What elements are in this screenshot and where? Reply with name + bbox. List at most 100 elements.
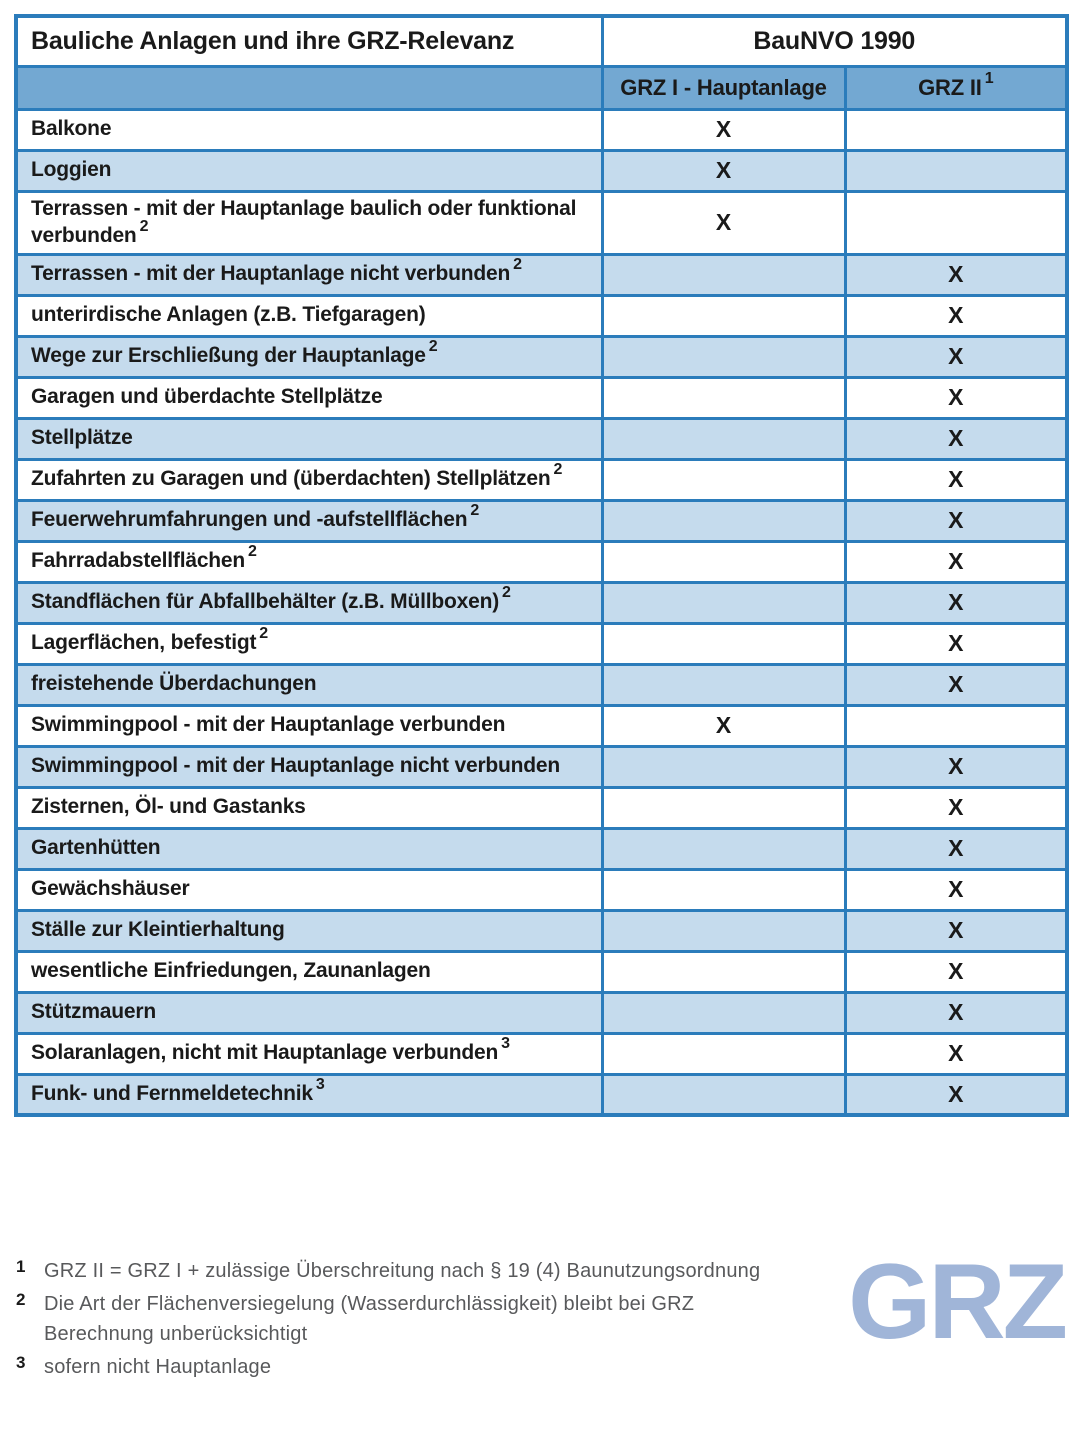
grz1-mark-cell: X [600,703,847,748]
row-label-cell: Wege zur Erschließung der Hauptanlage 2 [14,334,604,379]
row-footnote-ref: 3 [315,1076,325,1094]
row-label-cell: unterirdische Anlagen (z.B. Tiefgaragen) [14,293,604,338]
grz2-mark-cell: X [843,375,1069,420]
row-label: Fahrradabstellflächen [31,549,246,573]
row-label: Standflächen für Abfallbehälter (z.B. Mü… [31,590,499,614]
grz1-mark-cell [600,662,847,707]
row-label-cell: Gartenhütten [14,826,604,871]
grz1-mark-cell [600,539,847,584]
table-row: Zisternen, Öl- und Gastanks X [14,785,1069,830]
row-label: Ställe zur Kleintierhaltung [31,918,285,942]
row-label: Stellplätze [31,426,133,450]
row-label: Zufahrten zu Garagen und (überdachten) S… [31,467,551,491]
grz1-mark-cell [600,826,847,871]
row-label-cell: Stützmauern [14,990,604,1035]
row-label-cell: Funk- und Fernmeldetechnik 3 [14,1072,604,1117]
table-row: freistehende Überdachungen X [14,662,1069,707]
row-label: wesentliche Einfriedungen, Zaunanlagen [31,959,431,983]
row-label: Gewächshäuser [31,877,190,901]
footnote: 2 Die Art der Flächenversiegelung (Wasse… [16,1289,794,1349]
grz1-mark-cell [600,334,847,379]
row-footnote-ref: 2 [502,584,511,602]
table-row: Lagerflächen, befestigt 2 X [14,621,1069,666]
row-footnote-ref: 2 [428,338,438,356]
row-label: Balkone [31,117,112,141]
row-label: Gartenhütten [31,836,161,860]
column-header-row: GRZ I - Hauptanlage GRZ II 1 [14,64,1069,111]
grz2-mark-cell: X [843,457,1069,502]
grz2-mark-cell: X [843,252,1069,297]
grz1-mark-cell [600,1072,847,1117]
footnote-text: GRZ II = GRZ I + zulässige Überschreitun… [44,1260,761,1282]
footnotes-block: 1 GRZ II = GRZ I + zulässige Überschreit… [16,1256,794,1385]
table-row: Zufahrten zu Garagen und (überdachten) S… [14,457,1069,502]
grz2-mark-cell: X [843,580,1069,625]
col-header-grz1: GRZ I - Hauptanlage [600,64,847,111]
grz2-mark-cell: X [843,867,1069,912]
group-header-baunvo: BauNVO 1990 [600,14,1069,68]
grz2-mark-cell [843,107,1069,152]
grz2-mark-cell: X [843,498,1069,543]
grz2-mark-cell: X [843,1072,1069,1117]
row-label-cell: wesentliche Einfriedungen, Zaunanlagen [14,949,604,994]
table-row: Ställe zur Kleintierhaltung X [14,908,1069,953]
grz1-mark-cell [600,990,847,1035]
row-label: Terrassen - mit der Hauptanlage baulich … [31,197,577,247]
row-label: Solaranlagen, nicht mit Hauptanlage verb… [31,1041,499,1065]
grz2-mark-cell: X [843,1031,1069,1076]
grz1-mark-cell [600,908,847,953]
row-label-cell: Gewächshäuser [14,867,604,912]
row-footnote-ref: 2 [470,502,480,520]
table-row: Stützmauern X [14,990,1069,1035]
table-row: Balkone X [14,107,1069,152]
row-label-cell: Standflächen für Abfallbehälter (z.B. Mü… [14,580,604,625]
grz1-mark-cell: X [600,107,847,152]
col-header-grz2-footnote-ref: 1 [984,70,994,88]
row-label-cell: Zisternen, Öl- und Gastanks [14,785,604,830]
row-label-cell: Stellplätze [14,416,604,461]
table-body: Balkone X Loggien X Terrassen - mit der … [14,107,1069,1117]
row-footnote-ref: 2 [259,625,268,643]
row-label: Feuerwehrumfahrungen und -aufstellfläche… [31,508,468,532]
grz2-mark-cell: X [843,662,1069,707]
grz2-mark-cell: X [843,826,1069,871]
grz2-mark-cell [843,703,1069,748]
row-label: Lagerflächen, befestigt [31,631,257,655]
table-row: Swimmingpool - mit der Hauptanlage verbu… [14,703,1069,748]
table-row: Fahrradabstellflächen 2 X [14,539,1069,584]
grz2-mark-cell: X [843,621,1069,666]
row-label-cell: Garagen und überdachte Stellplätze [14,375,604,420]
table-row: Garagen und überdachte Stellplätze X [14,375,1069,420]
grz2-mark-cell [843,148,1069,193]
grz2-mark-cell: X [843,908,1069,953]
grz2-mark-cell: X [843,539,1069,584]
grz-logo: GRZ [848,1241,1068,1361]
grz1-mark-cell [600,293,847,338]
footnote: 3 sofern nicht Hauptanlage [16,1352,794,1382]
grz1-mark-cell [600,949,847,994]
table-row: Solaranlagen, nicht mit Hauptanlage verb… [14,1031,1069,1076]
grz2-mark-cell [843,189,1069,256]
table-row: wesentliche Einfriedungen, Zaunanlagen X [14,949,1069,994]
grz2-mark-cell: X [843,949,1069,994]
row-label: Zisternen, Öl- und Gastanks [31,795,306,819]
table-row: Wege zur Erschließung der Hauptanlage 2 X [14,334,1069,379]
table-row: Feuerwehrumfahrungen und -aufstellfläche… [14,498,1069,543]
row-label-cell: Zufahrten zu Garagen und (überdachten) S… [14,457,604,502]
table-row: Gartenhütten X [14,826,1069,871]
table-row: Stellplätze X [14,416,1069,461]
row-label-cell: Solaranlagen, nicht mit Hauptanlage verb… [14,1031,604,1076]
grz2-mark-cell: X [843,744,1069,789]
row-label-cell: freistehende Überdachungen [14,662,604,707]
table-row: Swimmingpool - mit der Hauptanlage nicht… [14,744,1069,789]
grz2-mark-cell: X [843,990,1069,1035]
grz1-mark-cell [600,785,847,830]
grz1-mark-cell: X [600,189,847,256]
table-row: unterirdische Anlagen (z.B. Tiefgaragen)… [14,293,1069,338]
footnote-text: sofern nicht Hauptanlage [44,1356,272,1378]
grz2-mark-cell: X [843,293,1069,338]
table-row: Terrassen - mit der Hauptanlage baulich … [14,189,1069,256]
row-label-cell: Swimmingpool - mit der Hauptanlage verbu… [14,703,604,748]
footnote: 1 GRZ II = GRZ I + zulässige Überschreit… [16,1256,794,1286]
grz1-mark-cell [600,416,847,461]
